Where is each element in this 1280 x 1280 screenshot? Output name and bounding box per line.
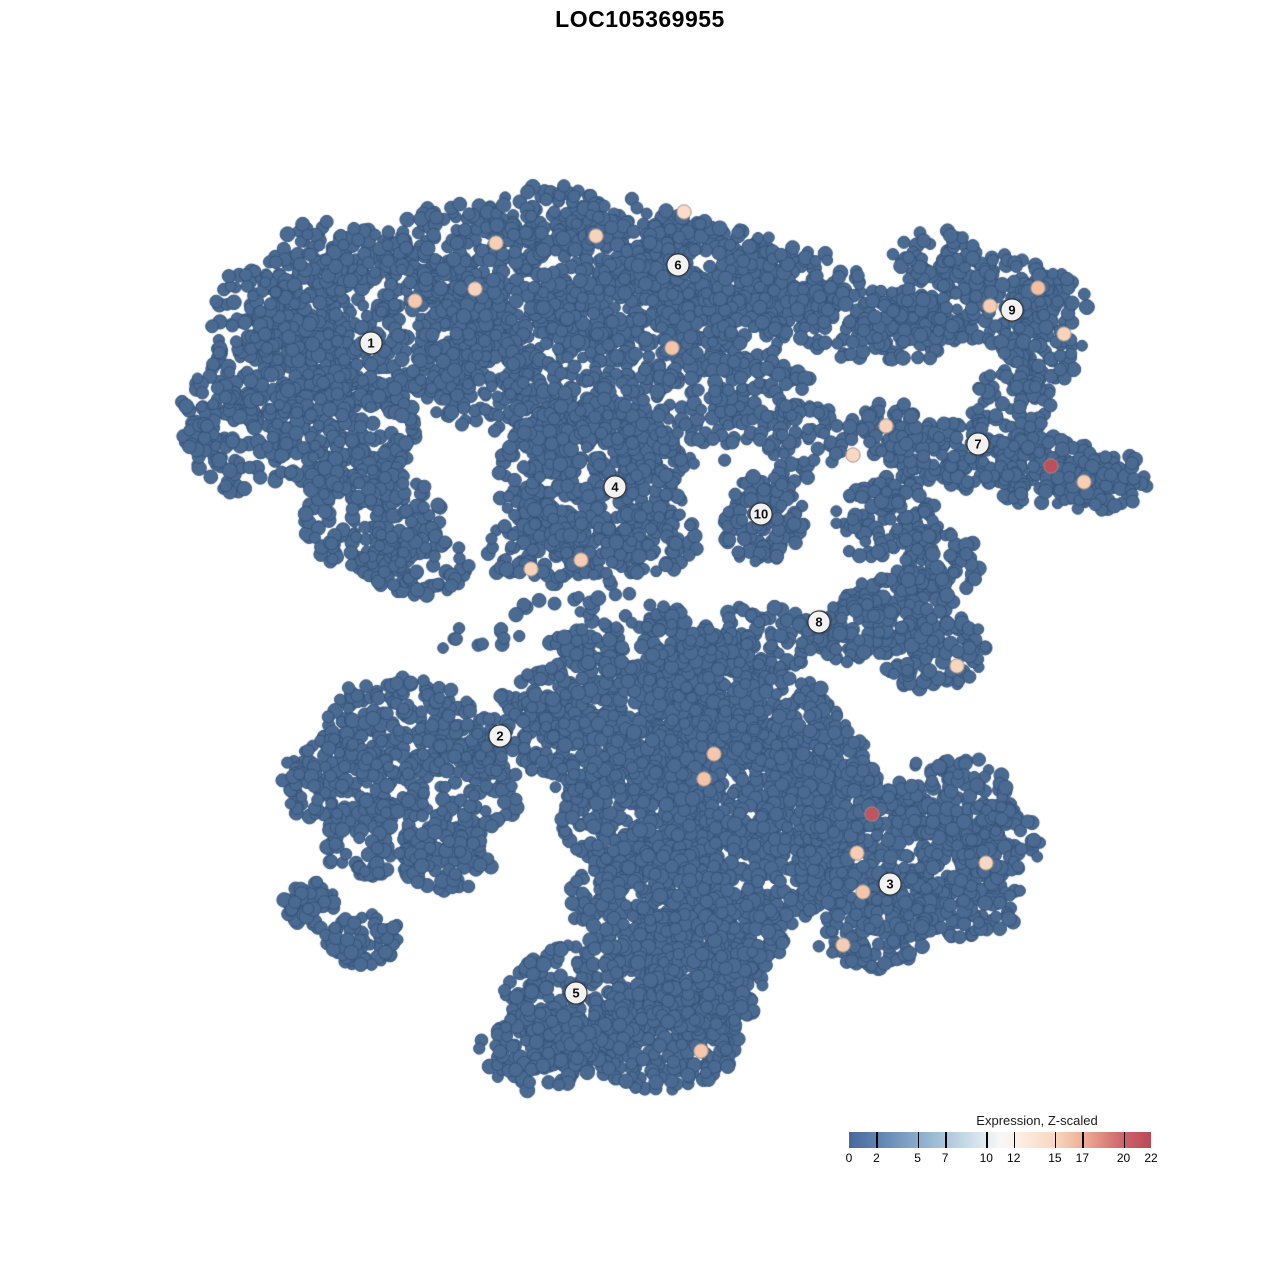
cluster-label-2-text: 2 bbox=[496, 728, 504, 744]
cluster-label-4: 4 bbox=[603, 475, 627, 499]
cluster-label-5: 5 bbox=[564, 981, 588, 1005]
colorbar-tick-7 bbox=[945, 1132, 947, 1148]
cluster-label-9-text: 9 bbox=[1008, 302, 1016, 318]
colorbar-tick-20 bbox=[1123, 1132, 1126, 1148]
colorbar-tick-17 bbox=[1082, 1132, 1084, 1148]
colorbar-tick-label-15: 15 bbox=[1048, 1151, 1062, 1165]
cluster-label-3: 3 bbox=[878, 872, 902, 896]
colorbar-tick-label-2: 2 bbox=[873, 1151, 880, 1165]
cluster-label-7-text: 7 bbox=[974, 436, 982, 452]
cluster-label-1-text: 1 bbox=[367, 335, 375, 351]
colorbar-title: Expression, Z-scaled bbox=[976, 1113, 1098, 1128]
cluster-label-10-text: 10 bbox=[753, 506, 769, 522]
colorbar-tick-12 bbox=[1013, 1132, 1016, 1148]
colorbar-tick-2 bbox=[876, 1132, 878, 1148]
cluster-label-7: 7 bbox=[966, 432, 990, 456]
colorbar-tick-labels: 0 2 5 7 10 12 15 17 20 22 bbox=[845, 1151, 1158, 1166]
colorbar-tick-label-12: 12 bbox=[1007, 1151, 1021, 1165]
cluster-label-1: 1 bbox=[359, 331, 383, 355]
colorbar-tick-label-5: 5 bbox=[914, 1151, 921, 1165]
colorbar-tick-15 bbox=[1054, 1132, 1057, 1148]
colorbar-tick-label-22: 22 bbox=[1144, 1151, 1158, 1165]
cluster-label-9: 9 bbox=[1000, 298, 1024, 322]
colorbar-tick-5 bbox=[917, 1132, 920, 1148]
cluster-label-3-text: 3 bbox=[886, 876, 894, 892]
colorbar-tick-label-0: 0 bbox=[845, 1151, 853, 1165]
colorbar-gradient bbox=[849, 1132, 1151, 1148]
cluster-label-6-text: 6 bbox=[674, 257, 682, 273]
colorbar-tick-label-7: 7 bbox=[941, 1151, 949, 1165]
cluster-label-8-text: 8 bbox=[815, 614, 823, 630]
plot-title: LOC105369955 bbox=[555, 6, 725, 32]
cluster-label-6: 6 bbox=[666, 253, 690, 277]
colorbar-tick-10 bbox=[986, 1132, 988, 1148]
cluster-label-4-text: 4 bbox=[611, 479, 619, 495]
cluster-label-10: 10 bbox=[749, 502, 773, 526]
colorbar-tick-label-20: 20 bbox=[1116, 1151, 1131, 1165]
cluster-label-5-text: 5 bbox=[572, 985, 580, 1001]
cluster-label-8: 8 bbox=[807, 610, 831, 634]
colorbar-tick-label-10: 10 bbox=[979, 1151, 993, 1165]
cluster-label-2: 2 bbox=[488, 724, 512, 748]
colorbar-tick-label-17: 17 bbox=[1075, 1151, 1090, 1165]
